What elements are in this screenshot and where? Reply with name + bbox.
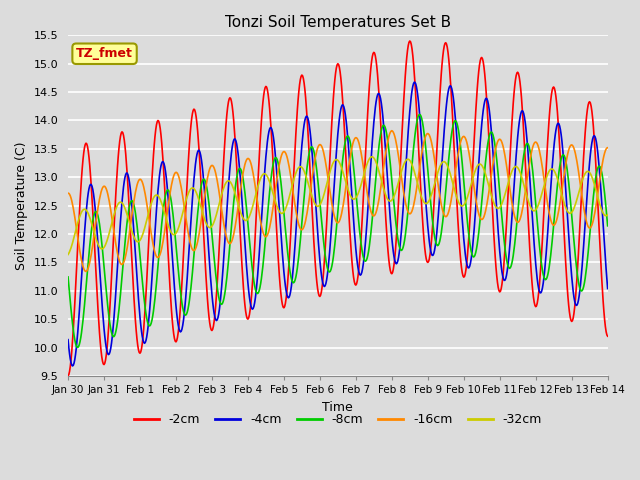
-16cm bbox=[64, 190, 72, 196]
-8cm bbox=[64, 274, 72, 280]
-8cm bbox=[604, 223, 611, 228]
Line: -16cm: -16cm bbox=[68, 131, 607, 271]
Legend: -2cm, -4cm, -8cm, -16cm, -32cm: -2cm, -4cm, -8cm, -16cm, -32cm bbox=[129, 408, 547, 431]
-8cm bbox=[556, 164, 563, 170]
-4cm bbox=[556, 123, 563, 129]
-16cm bbox=[207, 164, 214, 170]
-16cm bbox=[556, 203, 563, 208]
-32cm bbox=[436, 164, 444, 170]
-8cm bbox=[74, 345, 82, 350]
-16cm bbox=[330, 212, 338, 218]
-2cm bbox=[206, 320, 214, 325]
-4cm bbox=[383, 162, 390, 168]
-2cm bbox=[436, 94, 444, 100]
-16cm bbox=[604, 145, 611, 151]
-2cm bbox=[555, 131, 563, 136]
-2cm bbox=[64, 373, 72, 379]
Line: -8cm: -8cm bbox=[68, 114, 607, 348]
-4cm bbox=[207, 273, 214, 279]
-4cm bbox=[68, 363, 76, 369]
-32cm bbox=[330, 159, 337, 165]
-4cm bbox=[330, 184, 338, 190]
X-axis label: Time: Time bbox=[323, 400, 353, 413]
-4cm bbox=[183, 275, 191, 281]
-32cm bbox=[604, 212, 611, 217]
-8cm bbox=[330, 248, 338, 254]
-2cm bbox=[406, 38, 413, 44]
-2cm bbox=[182, 193, 190, 199]
Y-axis label: Soil Temperature (C): Soil Temperature (C) bbox=[15, 142, 28, 270]
-32cm bbox=[206, 225, 214, 230]
-32cm bbox=[182, 196, 190, 202]
-8cm bbox=[183, 310, 191, 315]
-16cm bbox=[388, 128, 396, 133]
-32cm bbox=[555, 181, 563, 187]
-16cm bbox=[82, 268, 90, 274]
-32cm bbox=[368, 154, 376, 160]
-8cm bbox=[415, 111, 423, 117]
Text: TZ_fmet: TZ_fmet bbox=[76, 47, 133, 60]
-32cm bbox=[64, 252, 72, 257]
-2cm bbox=[330, 96, 337, 101]
-8cm bbox=[207, 215, 214, 221]
Line: -4cm: -4cm bbox=[68, 82, 607, 366]
Title: Tonzi Soil Temperatures Set B: Tonzi Soil Temperatures Set B bbox=[225, 15, 451, 30]
-4cm bbox=[436, 181, 444, 187]
-4cm bbox=[410, 79, 418, 85]
Line: -32cm: -32cm bbox=[68, 157, 607, 254]
-8cm bbox=[436, 235, 444, 240]
-4cm bbox=[64, 337, 72, 343]
-16cm bbox=[183, 224, 191, 229]
-4cm bbox=[604, 286, 611, 291]
-16cm bbox=[383, 145, 390, 151]
-2cm bbox=[382, 216, 390, 222]
-8cm bbox=[383, 131, 390, 136]
-16cm bbox=[436, 197, 444, 203]
Line: -2cm: -2cm bbox=[68, 41, 607, 376]
-32cm bbox=[383, 194, 390, 200]
-2cm bbox=[604, 333, 611, 339]
